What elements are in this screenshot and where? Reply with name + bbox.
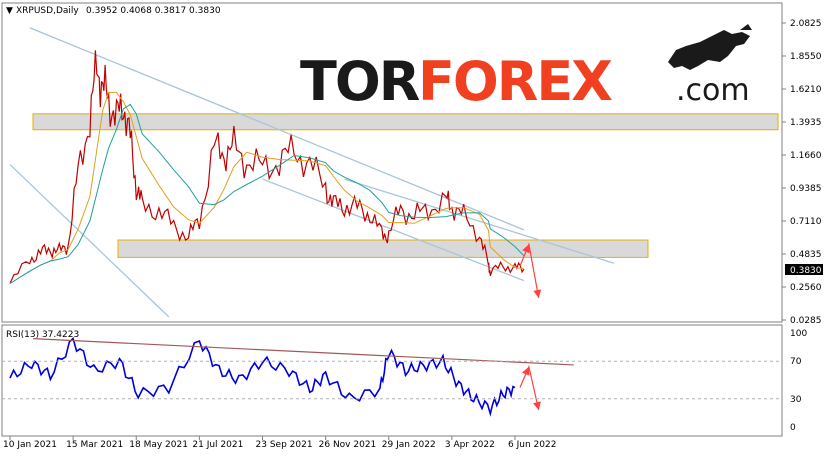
y-tick-label: 0.0285	[790, 316, 822, 326]
ohlc-label: 0.3952 0.4068 0.3817 0.3830	[86, 6, 221, 16]
channel-lower2-line	[262, 178, 525, 282]
x-tick-label: 10 Jan 2021	[3, 440, 57, 450]
torforex-logo: TOR FOREX .com	[300, 24, 752, 113]
rsi-trend-line	[33, 338, 574, 366]
x-tick-label: 18 May 2021	[129, 440, 188, 450]
last-price-box	[785, 264, 823, 275]
symbol-label: XRPUSD,Daily	[16, 6, 79, 16]
y-tick-label: 0.7110	[790, 217, 822, 227]
y-tick-label: 0.4835	[790, 250, 822, 260]
x-tick-label: 21 Jul 2021	[192, 440, 243, 450]
logo-part2: FOREX	[418, 50, 612, 113]
channel-mid-line	[344, 178, 615, 264]
rsi-forecast-arrow-head	[522, 366, 530, 376]
rsi-y-ticks: 100 70 30 0	[2, 329, 807, 433]
y-ticks: 2.0825 1.8550 1.6210 1.3935 1.1660 0.9385 0.71…	[782, 19, 822, 326]
zones-layer	[32, 113, 779, 258]
price-line	[9, 50, 525, 284]
rsi-tick-label: 30	[790, 395, 802, 405]
y-tick-label: 1.8550	[790, 52, 822, 62]
forecast-layer	[519, 242, 542, 411]
bull-icon	[668, 24, 752, 70]
resistance-zone	[32, 113, 779, 131]
rsi-panel	[1, 324, 783, 437]
price-forecast-arrow-head	[533, 289, 542, 298]
x-tick-label: 23 Sep 2021	[256, 440, 313, 450]
series-layer	[9, 50, 525, 284]
ma-slow-line	[9, 103, 525, 284]
y-tick-label: 0.9385	[790, 184, 822, 194]
y-tick-label: 1.1660	[790, 151, 822, 161]
y-tick-label: 1.6210	[790, 85, 822, 95]
symbol-header-icon: ▼	[6, 6, 13, 16]
y-tick-label: 2.0825	[790, 19, 822, 29]
x-tick-label: 3 Apr 2022	[445, 440, 495, 450]
logo-suffix: .com	[676, 73, 750, 108]
logo-part1: TOR	[300, 50, 420, 113]
support-zone	[117, 239, 649, 258]
x-tick-label: 26 Nov 2021	[319, 440, 377, 450]
last-price-label: 0.3830	[790, 266, 822, 276]
y-tick-label: 0.2560	[790, 283, 822, 293]
x-tick-label: 29 Jan 2022	[382, 440, 436, 450]
price-forecast-arrow-head	[522, 244, 530, 254]
rsi-line	[9, 337, 516, 417]
rsi-tick-label: 0	[790, 423, 796, 433]
y-tick-label: 1.3935	[790, 118, 822, 128]
x-tick-label: 15 Mar 2021	[66, 440, 123, 450]
rsi-tick-label: 100	[790, 329, 807, 339]
channel-lower-line	[9, 164, 170, 318]
rsi-tick-label: 70	[790, 357, 802, 367]
x-tick-label: 6 Jun 2022	[508, 440, 556, 450]
rsi-forecast-arrow-head	[533, 401, 541, 411]
price-panel	[1, 2, 783, 323]
x-ticks: 10 Jan 2021 15 Mar 2021 18 May 2021 21 Jul …	[3, 436, 556, 450]
rsi-layer	[9, 337, 574, 417]
rsi-header-label: RSI(13) 37.4223	[6, 330, 79, 340]
ma-fast-line	[9, 91, 524, 284]
